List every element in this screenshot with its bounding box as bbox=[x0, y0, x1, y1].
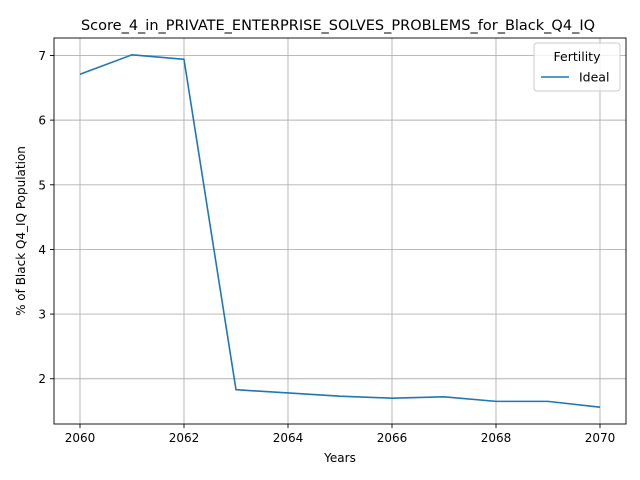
series-layer bbox=[79, 54, 601, 408]
y-tick-label: 3 bbox=[38, 308, 46, 322]
x-tick-label: 2070 bbox=[585, 431, 616, 445]
y-axis-label: % of Black Q4_IQ Population bbox=[14, 146, 28, 316]
x-tick-label: 2068 bbox=[481, 431, 512, 445]
x-tick-label: 2064 bbox=[273, 431, 304, 445]
legend-entry-ideal: Ideal bbox=[579, 70, 609, 85]
legend-box bbox=[533, 42, 621, 92]
y-tick-label: 4 bbox=[38, 243, 46, 257]
x-tick-label: 2066 bbox=[377, 431, 408, 445]
y-tick-label: 6 bbox=[38, 114, 46, 128]
legend-title: Fertility bbox=[554, 49, 602, 64]
plot-frame bbox=[53, 37, 627, 425]
chart-title: Score_4_in_PRIVATE_ENTERPRISE_SOLVES_PRO… bbox=[81, 18, 595, 34]
series-line-ideal bbox=[79, 54, 601, 408]
x-axis-label: Years bbox=[323, 451, 356, 465]
legend: Fertility Ideal bbox=[533, 42, 621, 92]
x-tick-label: 2062 bbox=[169, 431, 200, 445]
y-tick-label: 5 bbox=[38, 178, 46, 192]
grid-lines bbox=[54, 38, 626, 424]
y-tick-label: 7 bbox=[38, 49, 46, 63]
x-tick-label: 2060 bbox=[65, 431, 96, 445]
axis-ticks: 2060 2062 2064 2066 2068 2070 2 3 4 5 6 7 bbox=[38, 49, 615, 445]
y-tick-label: 2 bbox=[38, 372, 46, 386]
